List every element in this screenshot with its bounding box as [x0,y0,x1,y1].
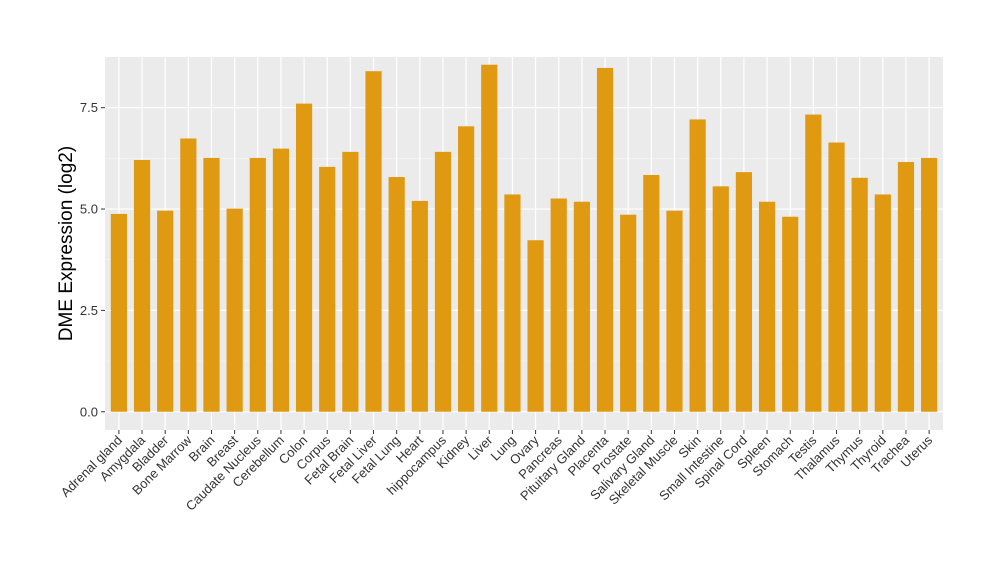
minor-gridlines [105,158,943,362]
bar [434,151,452,412]
x-tick-label: Liver [465,432,496,463]
bar [481,64,498,412]
bar [388,177,405,412]
bar [735,172,753,412]
bar [504,194,521,412]
bar [527,240,544,412]
bar [411,200,428,412]
bar [828,142,845,412]
y-axis-title: DME Expression (log2) [56,146,77,341]
bar [249,157,266,412]
y-tick-label: 5.0 [80,202,98,217]
bar [365,71,382,412]
y-tick-label: 2.5 [80,303,98,318]
bar [805,114,822,412]
bar [689,119,706,412]
bar [851,177,868,412]
bar [758,201,776,412]
bar [133,159,151,412]
bar [643,174,660,412]
bar [897,162,915,412]
bar [180,138,197,412]
bar [203,157,220,412]
bar [666,210,683,412]
y-tick-label: 0.0 [80,404,98,419]
bar [550,198,567,412]
bar [157,210,174,412]
y-axis: 0.0 2.5 5.0 7.5 [80,100,105,419]
bar [596,67,614,412]
bar [226,208,243,412]
bar [272,148,290,412]
bar [782,216,799,412]
bar [573,201,590,412]
y-tick-label: 7.5 [80,100,98,115]
bar [921,157,938,412]
bar [110,213,127,412]
bars [110,64,938,412]
bar [712,186,729,412]
bar [620,214,637,412]
bar [342,151,359,412]
bar [874,194,891,412]
plot-panel [105,57,943,430]
bar [458,126,475,412]
bar [295,103,313,412]
bar [319,166,336,412]
